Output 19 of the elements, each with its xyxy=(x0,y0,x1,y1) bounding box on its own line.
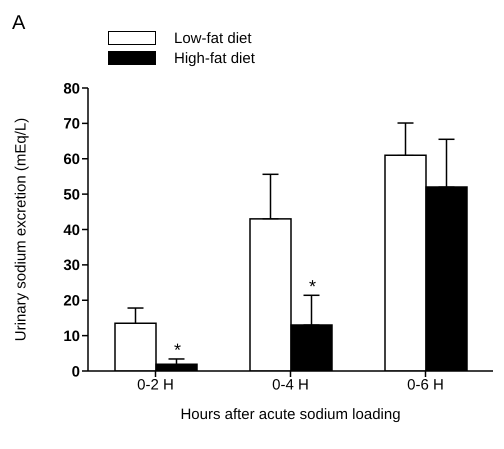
y-tick-label: 40 xyxy=(63,222,80,239)
x-tick-label: 0-6 H xyxy=(407,376,444,394)
x-tick-label: 0-4 H xyxy=(272,376,309,394)
x-axis-title: Hours after acute sodium loading xyxy=(180,406,401,423)
y-axis-title: Urinary sodium excretion (mEq/L) xyxy=(12,118,30,342)
y-tick-label: 80 xyxy=(63,80,80,98)
annotation: * xyxy=(174,340,182,360)
y-tick-label: 30 xyxy=(63,257,80,274)
y-tick-label: 70 xyxy=(63,116,80,133)
legend-label: Low-fat diet xyxy=(174,30,252,46)
y-tick-label: 0 xyxy=(72,363,80,380)
y-tick-label: 50 xyxy=(63,186,80,204)
y-tick-label: 20 xyxy=(63,292,80,310)
legend-label: High-fat diet xyxy=(174,50,255,66)
y-tick-label: 60 xyxy=(63,151,80,168)
annotation: * xyxy=(308,276,316,296)
y-tick-label: 10 xyxy=(63,328,80,345)
text: A xyxy=(12,12,26,35)
x-tick-label: 0-2 H xyxy=(137,376,174,394)
